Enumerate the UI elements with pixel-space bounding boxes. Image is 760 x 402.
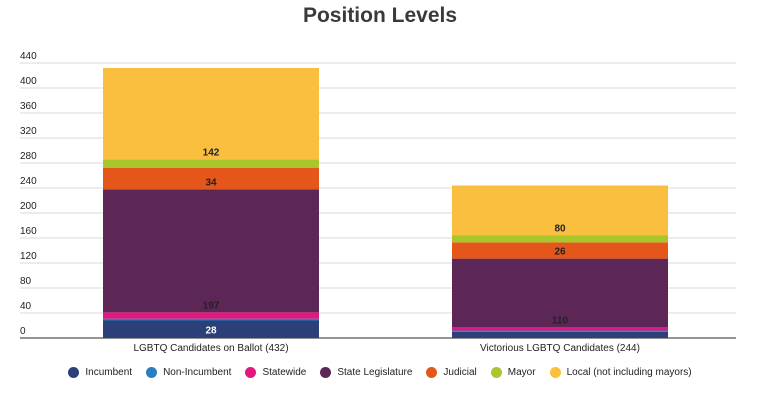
legend-swatch bbox=[426, 367, 438, 378]
y-tick-label: 120 bbox=[20, 251, 37, 262]
x-category-label: Victorious LGBTQ Candidates (244) bbox=[480, 343, 640, 354]
legend-label: Local (not including mayors) bbox=[566, 367, 692, 378]
legend-item: Incumbent bbox=[68, 367, 132, 378]
y-tick-label: 440 bbox=[20, 51, 37, 62]
bars bbox=[103, 68, 668, 338]
x-category-label: LGBTQ Candidates on Ballot (432) bbox=[133, 343, 288, 354]
legend-item: Local (not including mayors) bbox=[549, 367, 692, 378]
bar-segment bbox=[452, 258, 668, 328]
legend-label: State Legislature bbox=[337, 367, 413, 378]
y-tick-label: 200 bbox=[20, 201, 37, 212]
bar-segment bbox=[103, 168, 319, 190]
data-label: 142 bbox=[203, 147, 220, 158]
bar-segment bbox=[452, 327, 668, 331]
bar-segment bbox=[452, 235, 668, 243]
x-axis-categories: LGBTQ Candidates on Ballot (432) Victorio… bbox=[133, 343, 640, 354]
bar-segment bbox=[452, 242, 668, 259]
legend-label: Non-Incumbent bbox=[163, 367, 232, 378]
legend-label: Statewide bbox=[262, 367, 307, 378]
chart-title: Position Levels bbox=[302, 4, 458, 27]
data-label: 110 bbox=[552, 315, 569, 326]
legend-item: Statewide bbox=[245, 367, 306, 378]
data-labels: 28 197 34 142 110 26 80 bbox=[203, 147, 569, 336]
legend-label: Mayor bbox=[507, 367, 536, 378]
bar-segment bbox=[103, 318, 319, 321]
legend-swatch bbox=[320, 367, 332, 378]
legend-item: Judicial bbox=[426, 367, 477, 378]
y-tick-label: 160 bbox=[20, 226, 37, 237]
legend-swatch bbox=[146, 367, 158, 378]
y-tick-label: 400 bbox=[20, 76, 37, 87]
bar-segment bbox=[103, 320, 319, 338]
bar-segment bbox=[103, 68, 319, 160]
y-tick-label: 0 bbox=[20, 326, 26, 337]
data-label: 80 bbox=[554, 224, 566, 235]
legend-item: Non-Incumbent bbox=[146, 367, 231, 378]
legend-swatch bbox=[490, 367, 502, 378]
data-label: 197 bbox=[203, 300, 220, 311]
bar-segment bbox=[103, 189, 319, 313]
bar-segment bbox=[452, 331, 668, 338]
legend-label: Incumbent bbox=[85, 367, 133, 378]
data-label: 34 bbox=[205, 177, 217, 188]
bar-segment bbox=[452, 185, 668, 236]
legend-label: Judicial bbox=[443, 367, 477, 378]
y-tick-label: 320 bbox=[20, 126, 37, 137]
legend-swatch bbox=[245, 367, 257, 378]
legend-swatch bbox=[68, 367, 80, 378]
legend-item: State Legislature bbox=[320, 367, 412, 378]
legend-item: Mayor bbox=[490, 367, 536, 378]
bar-segment bbox=[103, 159, 319, 168]
y-axis-ticks: 0 40 80 120 160 200 240 280 320 360 400 440 bbox=[20, 51, 37, 337]
bar-segment bbox=[452, 330, 668, 332]
data-label: 26 bbox=[554, 247, 566, 258]
data-label: 28 bbox=[205, 325, 217, 336]
legend: Incumbent Non-Incumbent Statewide State Leg… bbox=[0, 367, 760, 378]
y-tick-label: 360 bbox=[20, 101, 37, 112]
y-tick-label: 240 bbox=[20, 176, 37, 187]
y-tick-label: 40 bbox=[20, 301, 32, 312]
y-tick-label: 80 bbox=[20, 276, 32, 287]
legend-swatch bbox=[549, 367, 561, 378]
y-tick-label: 280 bbox=[20, 151, 37, 162]
bar-segment bbox=[103, 312, 319, 319]
